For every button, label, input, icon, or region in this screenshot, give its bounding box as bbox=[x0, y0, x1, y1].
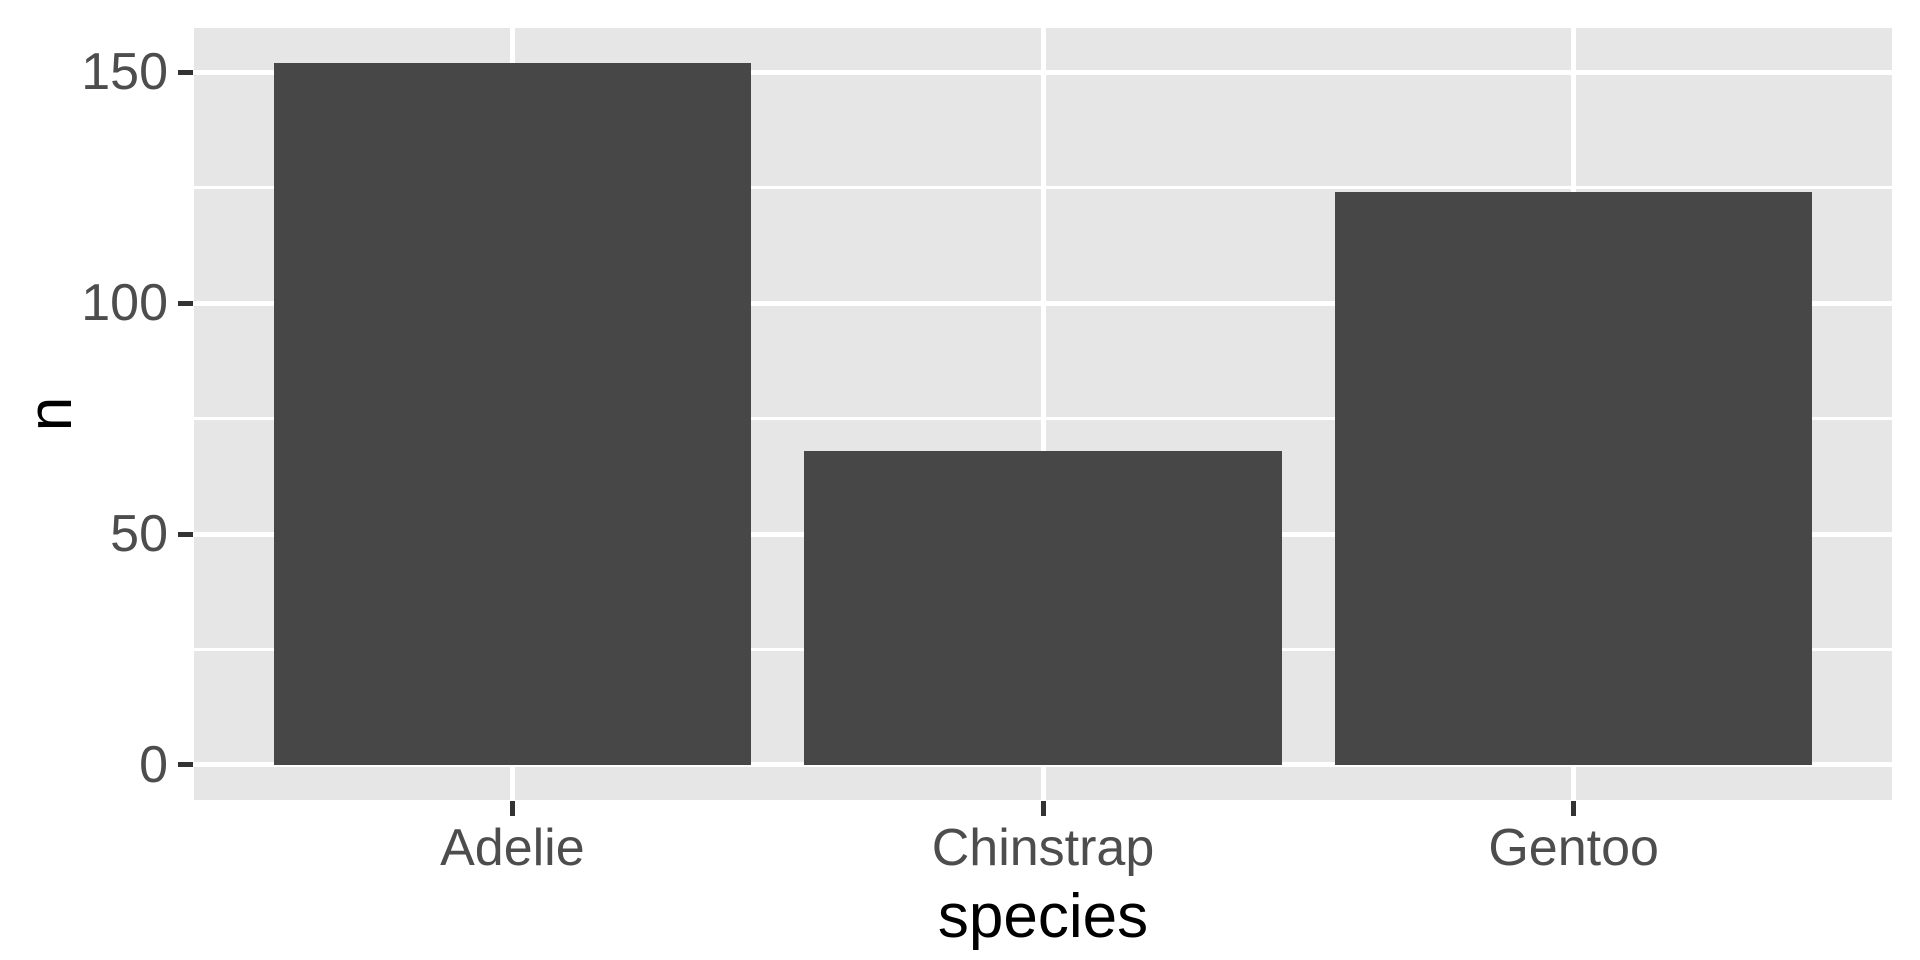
major-gridline-x-chinstrap bbox=[1040, 28, 1046, 800]
y-tick-mark-100 bbox=[178, 300, 193, 306]
y-tick-mark-0 bbox=[178, 762, 193, 768]
x-tick-label-adelie: Adelie bbox=[440, 819, 585, 877]
x-tick-mark-chinstrap bbox=[1040, 801, 1046, 816]
y-tick-label-50: 50 bbox=[110, 505, 168, 564]
y-tick-label-0: 0 bbox=[139, 735, 168, 794]
x-tick-mark-adelie bbox=[509, 801, 515, 816]
x-tick-label-chinstrap: Chinstrap bbox=[931, 819, 1155, 877]
y-tick-mark-150 bbox=[178, 69, 193, 75]
x-axis-title: species bbox=[937, 882, 1149, 951]
y-axis-title: n bbox=[15, 28, 85, 800]
y-tick-mark-50 bbox=[178, 531, 193, 537]
plot-panel bbox=[194, 28, 1892, 800]
bar-adelie bbox=[273, 63, 752, 765]
bar-chinstrap bbox=[804, 450, 1282, 765]
y-tick-label-100: 100 bbox=[81, 274, 168, 333]
y-axis-title-text: n bbox=[15, 396, 85, 432]
x-tick-mark-gentoo bbox=[1571, 801, 1577, 816]
y-tick-label-150: 150 bbox=[81, 43, 168, 102]
bar-gentoo bbox=[1334, 192, 1813, 765]
x-tick-label-gentoo: Gentoo bbox=[1488, 819, 1659, 877]
